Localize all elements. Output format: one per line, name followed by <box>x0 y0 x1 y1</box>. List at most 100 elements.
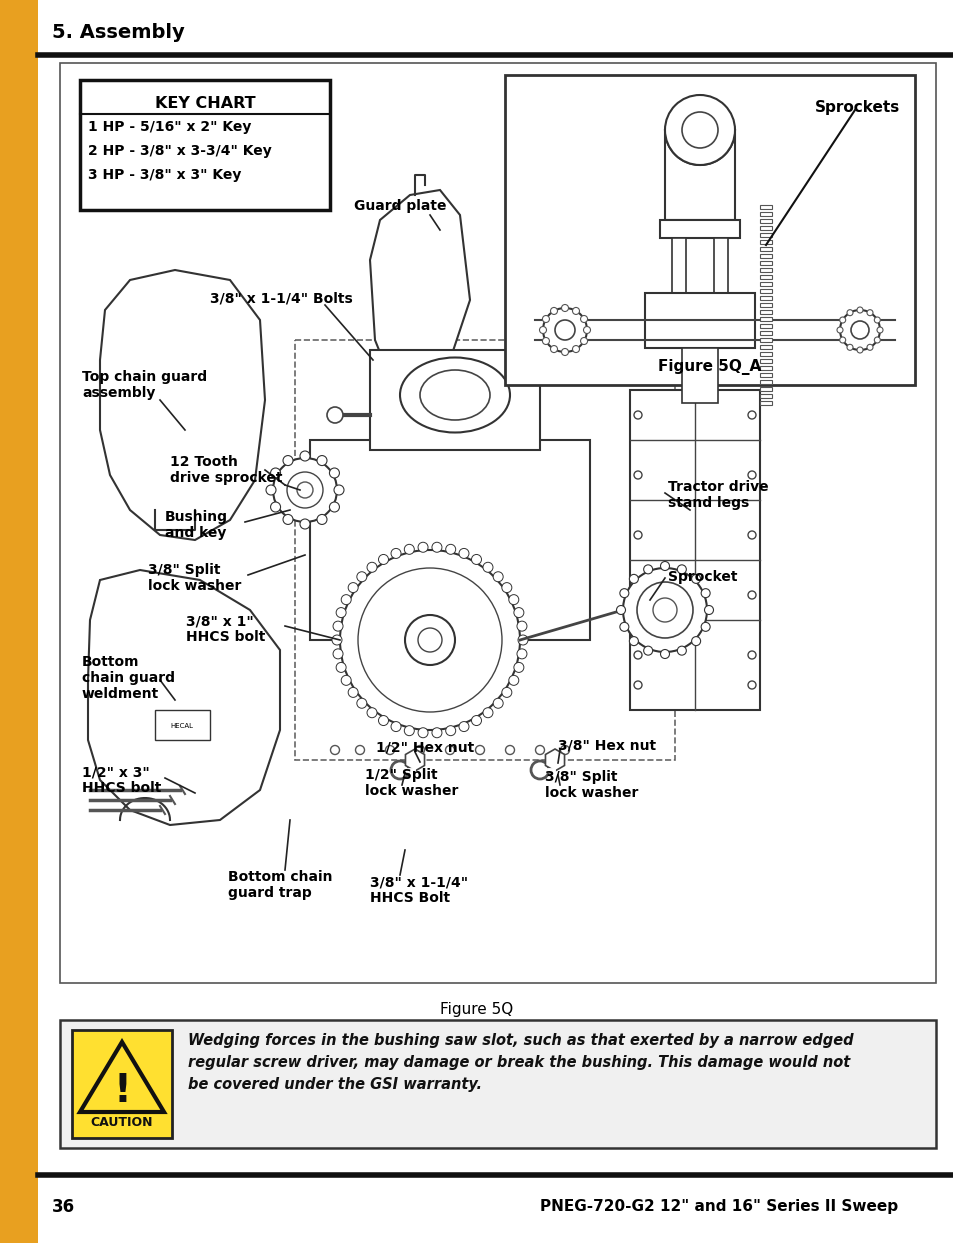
Circle shape <box>339 549 519 730</box>
Polygon shape <box>405 750 424 771</box>
Circle shape <box>873 317 880 323</box>
Circle shape <box>550 346 557 353</box>
Bar <box>760 380 771 384</box>
Text: 3/8" x 1-1/4" Bolts: 3/8" x 1-1/4" Bolts <box>210 291 353 305</box>
Circle shape <box>555 319 575 341</box>
Circle shape <box>417 628 441 653</box>
Circle shape <box>514 608 523 618</box>
Bar <box>629 390 760 710</box>
Text: KEY CHART: KEY CHART <box>154 96 255 111</box>
Circle shape <box>514 663 523 672</box>
Bar <box>370 351 539 450</box>
Text: HECAL: HECAL <box>171 723 193 728</box>
Bar <box>310 440 589 640</box>
Circle shape <box>355 746 364 755</box>
Bar <box>760 247 771 251</box>
Circle shape <box>471 554 481 564</box>
Text: 3/8" Split
lock washer: 3/8" Split lock washer <box>148 563 241 593</box>
Circle shape <box>327 406 343 423</box>
Bar <box>760 240 771 244</box>
Text: Guard plate: Guard plate <box>354 199 446 213</box>
Circle shape <box>299 520 310 530</box>
Polygon shape <box>370 190 470 390</box>
Circle shape <box>850 321 868 339</box>
Circle shape <box>542 308 586 352</box>
Text: PNEG-720-G2 12" and 16" Series II Sweep: PNEG-720-G2 12" and 16" Series II Sweep <box>539 1199 897 1214</box>
Polygon shape <box>88 571 280 825</box>
Circle shape <box>287 472 323 508</box>
Polygon shape <box>80 1042 164 1112</box>
Bar <box>644 293 754 348</box>
Bar <box>760 346 771 349</box>
Circle shape <box>561 348 568 355</box>
Circle shape <box>299 451 310 461</box>
Bar <box>760 338 771 342</box>
Circle shape <box>341 594 351 604</box>
Circle shape <box>445 544 456 554</box>
Circle shape <box>493 699 502 709</box>
Circle shape <box>517 622 526 631</box>
Circle shape <box>846 344 852 351</box>
Circle shape <box>329 502 339 512</box>
Bar <box>760 275 771 278</box>
Bar <box>760 290 771 293</box>
Circle shape <box>432 727 441 738</box>
Circle shape <box>330 746 339 755</box>
Circle shape <box>659 562 669 571</box>
Circle shape <box>747 471 755 479</box>
Circle shape <box>417 727 428 738</box>
Circle shape <box>616 605 625 614</box>
Circle shape <box>385 746 395 755</box>
Circle shape <box>876 327 882 333</box>
Circle shape <box>356 572 367 582</box>
Circle shape <box>629 574 638 583</box>
Circle shape <box>517 649 526 659</box>
Circle shape <box>378 554 388 564</box>
Text: 1/2" Hex nut: 1/2" Hex nut <box>375 740 474 755</box>
Bar <box>664 131 734 220</box>
Circle shape <box>341 675 351 685</box>
Circle shape <box>550 307 557 314</box>
Bar <box>154 710 210 740</box>
Text: regular screw driver, may damage or break the bushing. This damage would not: regular screw driver, may damage or brea… <box>188 1055 849 1070</box>
Circle shape <box>677 564 685 574</box>
Bar <box>760 324 771 328</box>
Bar <box>60 1021 935 1149</box>
Circle shape <box>634 471 641 479</box>
Circle shape <box>580 316 587 322</box>
Circle shape <box>316 515 327 525</box>
Text: Bottom chain
guard trap: Bottom chain guard trap <box>228 870 333 900</box>
Circle shape <box>316 455 327 466</box>
Bar <box>713 237 727 293</box>
Bar <box>760 331 771 336</box>
Circle shape <box>560 746 569 755</box>
Circle shape <box>664 94 734 165</box>
Text: 3/8" Hex nut: 3/8" Hex nut <box>558 738 656 752</box>
Text: Figure 5Q_A: Figure 5Q_A <box>658 359 760 375</box>
Circle shape <box>634 411 641 419</box>
Bar <box>760 359 771 363</box>
Circle shape <box>691 636 700 645</box>
Bar <box>760 317 771 321</box>
Circle shape <box>643 646 652 655</box>
Circle shape <box>629 636 638 645</box>
Text: Tractor drive
stand legs: Tractor drive stand legs <box>667 480 768 510</box>
Circle shape <box>856 307 862 313</box>
Text: 3/8" Split
lock washer: 3/8" Split lock washer <box>544 769 638 800</box>
Bar <box>681 348 718 403</box>
Circle shape <box>334 485 344 495</box>
Bar <box>760 226 771 230</box>
Text: Sprockets: Sprockets <box>814 99 899 116</box>
Circle shape <box>677 646 685 655</box>
Circle shape <box>561 305 568 312</box>
Circle shape <box>482 707 493 717</box>
Circle shape <box>501 687 512 697</box>
Circle shape <box>333 622 343 631</box>
Text: 1 HP - 5/16" x 2" Key: 1 HP - 5/16" x 2" Key <box>88 121 251 134</box>
Ellipse shape <box>399 358 510 433</box>
Circle shape <box>583 327 590 333</box>
Circle shape <box>747 411 755 419</box>
Ellipse shape <box>419 370 490 420</box>
Bar <box>760 268 771 272</box>
Circle shape <box>839 317 844 323</box>
